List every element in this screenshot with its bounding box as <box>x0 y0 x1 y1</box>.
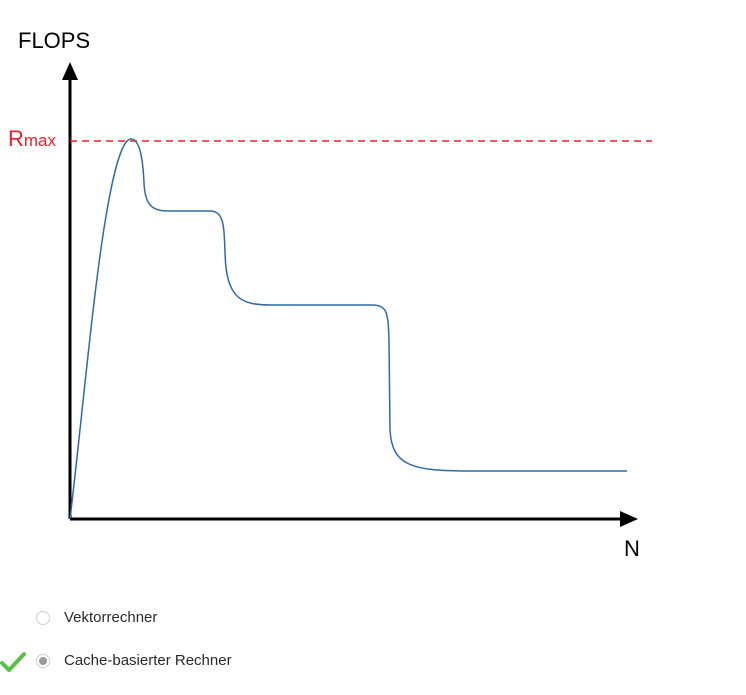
radio-icon[interactable] <box>36 653 50 668</box>
x-axis-arrow-icon <box>620 511 638 527</box>
rmax-label: Rmax <box>8 126 57 151</box>
y-axis-arrow-icon <box>62 62 78 80</box>
option-label[interactable]: Cache-basierter Rechner <box>64 652 232 669</box>
option-label[interactable]: Vektorrechner <box>64 609 158 626</box>
answer-options: Vektorrechner Cache-basierter Rechner <box>0 596 746 682</box>
option-cache-basierter-rechner[interactable]: Cache-basierter Rechner <box>0 639 746 682</box>
x-axis-label: N <box>624 536 640 561</box>
rmax-label-subscript: max <box>24 131 57 150</box>
y-axis-label: FLOPS <box>18 28 90 53</box>
performance-curve <box>69 138 627 520</box>
flops-curve-chart: FLOPS N Rmax <box>8 28 652 561</box>
rmax-label-base: R <box>8 126 24 151</box>
check-icon <box>0 651 26 672</box>
option-vektorrechner[interactable]: Vektorrechner <box>0 596 746 639</box>
radio-icon[interactable] <box>36 610 50 625</box>
performance-figure: FLOPS N Rmax <box>8 28 652 561</box>
